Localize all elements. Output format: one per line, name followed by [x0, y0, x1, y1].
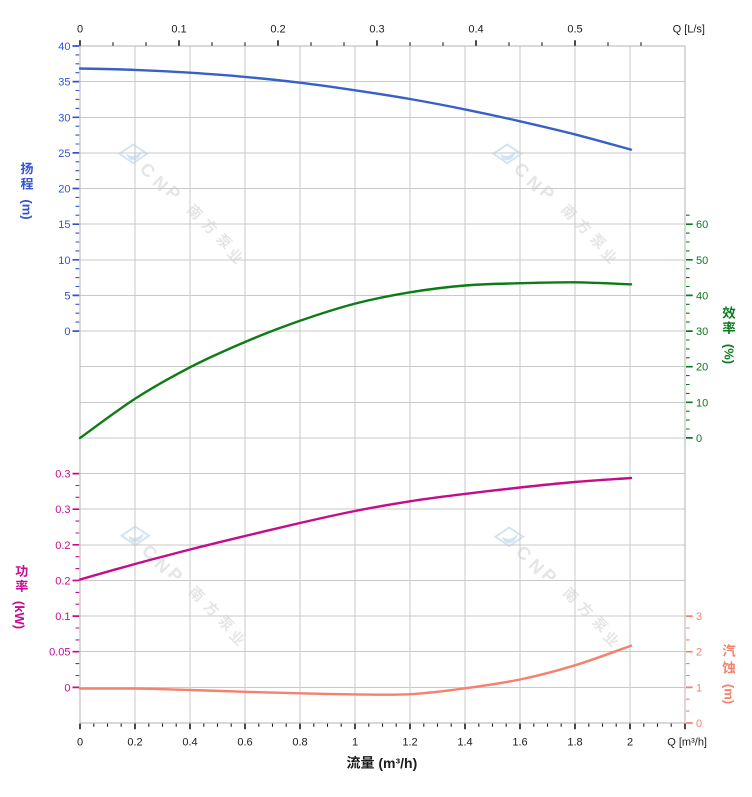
- svg-text:0.3: 0.3: [55, 504, 70, 516]
- svg-text:2: 2: [696, 647, 702, 659]
- svg-text:1: 1: [352, 737, 358, 749]
- svg-text:30: 30: [696, 326, 708, 338]
- svg-text:15: 15: [58, 219, 70, 231]
- svg-text:0.5: 0.5: [567, 24, 582, 36]
- svg-text:0.4: 0.4: [468, 24, 483, 36]
- svg-text:(m): (m): [19, 199, 34, 219]
- svg-text:0: 0: [77, 24, 83, 36]
- svg-text:0.4: 0.4: [182, 737, 197, 749]
- svg-text:(m): (m): [721, 684, 736, 704]
- svg-text:0.2: 0.2: [127, 737, 142, 749]
- svg-text:(m³/h): (m³/h): [375, 755, 418, 771]
- svg-text:0: 0: [696, 718, 702, 730]
- svg-text:40: 40: [58, 41, 70, 53]
- svg-text:40: 40: [696, 290, 708, 302]
- svg-text:25: 25: [58, 148, 70, 160]
- svg-text:0: 0: [77, 737, 83, 749]
- svg-text:Q [L/s]: Q [L/s]: [673, 24, 705, 36]
- svg-text:(%): (%): [721, 344, 736, 364]
- svg-text:0.2: 0.2: [270, 24, 285, 36]
- svg-text:0: 0: [696, 433, 702, 445]
- svg-text:50: 50: [696, 255, 708, 267]
- svg-text:20: 20: [58, 184, 70, 196]
- svg-text:3: 3: [696, 611, 702, 623]
- svg-text:1.2: 1.2: [402, 737, 417, 749]
- svg-text:60: 60: [696, 219, 708, 231]
- svg-text:0: 0: [64, 326, 70, 338]
- svg-text:35: 35: [58, 77, 70, 89]
- svg-text:0.1: 0.1: [55, 611, 70, 623]
- svg-text:10: 10: [58, 255, 70, 267]
- svg-text:0.3: 0.3: [55, 469, 70, 481]
- svg-text:0.6: 0.6: [237, 737, 252, 749]
- svg-text:0.05: 0.05: [49, 647, 70, 659]
- svg-text:30: 30: [58, 112, 70, 124]
- svg-text:1: 1: [696, 682, 702, 694]
- svg-text:0: 0: [64, 682, 70, 694]
- svg-text:10: 10: [696, 397, 708, 409]
- svg-text:0.1: 0.1: [171, 24, 186, 36]
- svg-text:(kW): (kW): [12, 601, 27, 629]
- svg-text:5: 5: [64, 290, 70, 302]
- svg-text:0.2: 0.2: [55, 575, 70, 587]
- svg-text:1.4: 1.4: [457, 737, 472, 749]
- svg-text:1.6: 1.6: [512, 737, 527, 749]
- svg-text:1.8: 1.8: [567, 737, 582, 749]
- svg-text:20: 20: [696, 362, 708, 374]
- svg-text:2: 2: [627, 737, 633, 749]
- svg-text:Q [m³/h]: Q [m³/h]: [667, 737, 707, 749]
- svg-text:0.2: 0.2: [55, 540, 70, 552]
- svg-text:0.3: 0.3: [369, 24, 384, 36]
- svg-text:0.8: 0.8: [292, 737, 307, 749]
